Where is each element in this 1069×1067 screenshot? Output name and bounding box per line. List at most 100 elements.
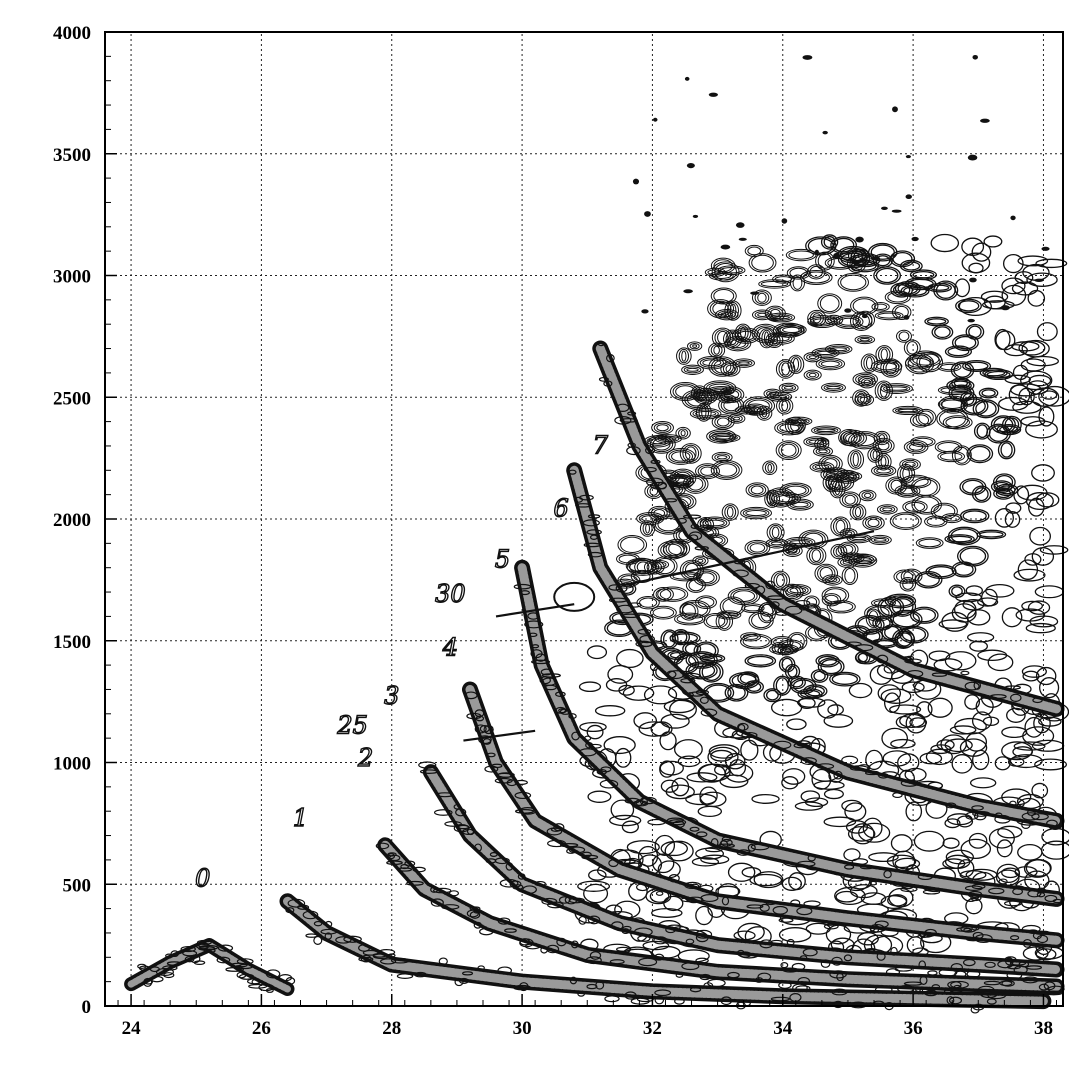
contour-island xyxy=(765,689,779,701)
band-1-speck xyxy=(674,997,685,1005)
contour-island xyxy=(851,823,875,845)
contour-island xyxy=(835,890,859,903)
band-2-fill xyxy=(380,840,1061,991)
contour-island xyxy=(959,738,988,757)
contour-island xyxy=(660,542,685,558)
band-4-speck xyxy=(636,883,650,892)
band-5-speck xyxy=(1036,892,1046,898)
contour-island xyxy=(1023,859,1052,878)
contour-island xyxy=(792,276,803,290)
contour-island xyxy=(855,310,876,329)
contour-island xyxy=(729,303,737,318)
handwritten-label: 7 xyxy=(593,431,609,459)
contour-island xyxy=(880,348,888,361)
contour-island xyxy=(681,364,704,375)
band-0-speck xyxy=(189,954,201,964)
contour-island xyxy=(937,450,966,463)
band-5-speck xyxy=(967,890,983,899)
contour-island xyxy=(587,790,612,803)
contour-island xyxy=(841,552,865,564)
contour-island xyxy=(738,361,750,365)
contour-island xyxy=(927,697,953,718)
contour-island xyxy=(1005,502,1022,514)
contour-island xyxy=(823,384,844,392)
contour-island xyxy=(996,863,1021,883)
contour-island xyxy=(745,510,767,517)
band-6-speck xyxy=(816,763,835,770)
contour-speck xyxy=(969,277,977,283)
contour-island xyxy=(1001,741,1033,761)
contour-island xyxy=(971,242,992,262)
contour-island xyxy=(712,389,730,393)
contour-island xyxy=(774,420,805,436)
band-7-speck xyxy=(677,517,687,524)
band-6-speck xyxy=(621,613,640,619)
contour-island xyxy=(964,361,989,371)
band-3-speck xyxy=(587,915,601,925)
band-4-speck xyxy=(772,905,788,915)
band-7-speck xyxy=(755,585,766,595)
contour-island xyxy=(961,479,984,494)
band-3-speck xyxy=(541,897,558,905)
band-1-speck xyxy=(438,957,448,966)
contour-island xyxy=(710,749,733,762)
contour-island xyxy=(751,323,780,344)
band-7-speck xyxy=(614,416,632,425)
band-4-speck xyxy=(972,931,984,940)
contour-island xyxy=(826,385,841,390)
band-7-speck xyxy=(883,664,896,674)
contour-island xyxy=(969,445,991,462)
contour-island xyxy=(951,586,963,597)
band-6-speck xyxy=(737,722,749,731)
contour-island xyxy=(824,594,839,605)
contour-island xyxy=(657,586,689,602)
contour-island xyxy=(744,654,777,668)
contour-island xyxy=(809,316,836,327)
contour-island xyxy=(716,455,728,460)
contour-island xyxy=(1021,665,1047,678)
band-2-speck xyxy=(448,890,460,897)
band-4-speck xyxy=(483,725,494,735)
contour-island xyxy=(944,818,961,829)
band-3-speck xyxy=(455,808,467,817)
band-4-speck xyxy=(547,839,567,848)
contour-island xyxy=(965,732,988,752)
contour-island xyxy=(724,683,749,702)
band-7-speck xyxy=(732,569,749,578)
contour-island xyxy=(916,352,944,373)
contour-island xyxy=(854,615,885,635)
contour-island xyxy=(651,421,674,435)
band-6-speck xyxy=(615,583,628,593)
band-5-speck xyxy=(585,741,594,749)
contour-island xyxy=(808,547,824,564)
contour-island xyxy=(704,519,725,527)
contour-island xyxy=(858,376,876,389)
contour-island xyxy=(784,584,812,597)
band-7-speck xyxy=(1010,693,1022,702)
band-6-speck xyxy=(994,814,1011,824)
contour-island xyxy=(829,601,854,612)
contour-island xyxy=(763,688,782,703)
band-3-speck xyxy=(695,929,713,939)
contour-island xyxy=(768,488,793,506)
contour-island xyxy=(730,415,743,423)
band-1-speck xyxy=(946,996,955,1005)
contour-speck xyxy=(903,314,910,320)
contour-island xyxy=(834,886,866,906)
contour-island xyxy=(695,905,713,926)
band-6-speck xyxy=(971,805,984,811)
contour-island xyxy=(603,736,636,755)
contour-speck xyxy=(967,154,978,161)
contour-island xyxy=(779,482,812,499)
contour-island xyxy=(1015,608,1046,622)
band-2-speck xyxy=(609,959,625,965)
contour-island xyxy=(818,454,843,473)
contour-island xyxy=(865,356,873,370)
contour-island xyxy=(882,359,900,377)
contour-island xyxy=(621,820,639,834)
band-2-speck xyxy=(836,972,844,982)
band-2-speck xyxy=(947,980,962,989)
contour-island xyxy=(948,384,975,402)
contour-island xyxy=(713,289,735,303)
contour-island xyxy=(775,440,802,461)
